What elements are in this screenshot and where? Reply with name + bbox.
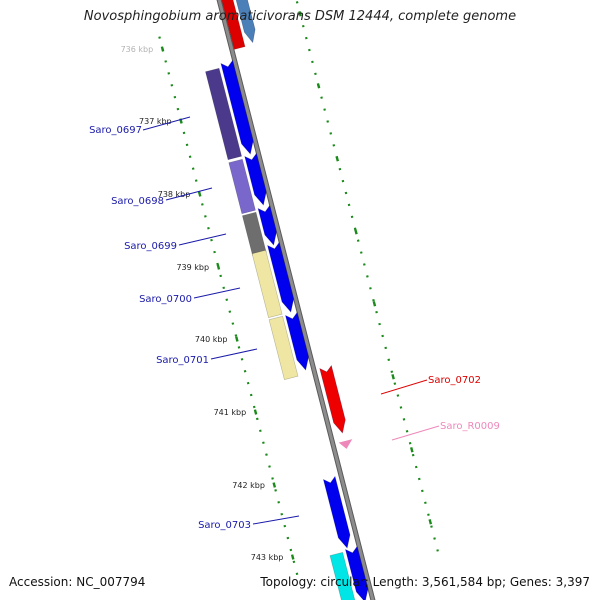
map-title: Novosphingobium aromaticivorans DSM 1244… (83, 9, 517, 24)
gene-arrow-saro_0702 (319, 364, 346, 434)
gene-label-saro_0697: Saro_0697 (89, 125, 142, 136)
label-leader-line (210, 348, 258, 360)
scale-major-tick-right (428, 519, 433, 525)
gene-arrow-saro_0701 (285, 311, 309, 371)
scale-major-tick-right (410, 447, 414, 453)
scale-major-tick-right (354, 229, 358, 235)
right-scale-dots (295, 1, 439, 552)
gene-arrow-saro_0700 (267, 241, 294, 313)
scale-major-tick-left (290, 554, 295, 560)
accession-text: Accession: NC_007794 (9, 575, 146, 589)
scale-major-tick-left (197, 191, 202, 197)
gene-arrow-saro_0697 (220, 59, 254, 155)
scale-major-tick-right (335, 156, 340, 162)
gene-label-saro_0698: Saro_0698 (111, 196, 164, 207)
scale-major-tick-left (216, 264, 221, 270)
gene-label-saro_0703: Saro_0703 (198, 520, 251, 531)
gene-arrow-saro_0703 (322, 475, 351, 549)
label-leader-line (380, 379, 428, 395)
scale-tick-label: 742 kbp (232, 481, 265, 490)
partial-gene-arrow-bottom (345, 545, 369, 600)
gene-label-saro_0701: Saro_0701 (156, 355, 209, 366)
label-leader-line (391, 425, 440, 441)
gene-label-saro_0699: Saro_0699 (124, 241, 177, 252)
genome-summary-text: Topology: circular; Length: 3,561,584 bp… (260, 575, 590, 589)
gene-label-saro_r0009: Saro_R0009 (440, 421, 500, 432)
scale-tick-label: 736 kbp (121, 45, 154, 54)
scale-major-tick-left (160, 46, 165, 52)
label-leader-line (193, 287, 241, 299)
scale-major-tick-right (391, 374, 395, 380)
scale-tick-label: 738 kbp (158, 190, 191, 199)
label-leader-line (178, 233, 227, 246)
scale-tick-label: 739 kbp (176, 263, 209, 272)
gene-label-saro_0702: Saro_0702 (428, 375, 481, 386)
gene-arrow-saro_0699 (257, 204, 277, 246)
scale-major-tick-right (298, 11, 302, 17)
scale-major-tick-left (272, 482, 277, 488)
partial-gene-arrow (235, 0, 256, 44)
genome-backbone-highlight (217, 0, 375, 600)
scale-major-tick-left (235, 336, 239, 342)
gene-bar-saro_0697 (205, 67, 242, 161)
partial-gene-bar-cyan (329, 551, 356, 600)
gene-bar-saro_0699 (242, 211, 267, 257)
scale-tick-label: 741 kbp (214, 408, 247, 417)
scale-major-tick-right (372, 301, 377, 307)
partial-gene-bar (221, 0, 246, 50)
gene-label-saro_0700: Saro_0700 (139, 294, 192, 305)
scale-major-tick-left (253, 409, 258, 415)
gene-bar-saro_0700 (251, 249, 283, 319)
label-leader-line (252, 515, 300, 525)
gene-arrow-saro_0698 (244, 152, 267, 206)
scale-tick-label: 743 kbp (251, 553, 284, 562)
scale-tick-label: 740 kbp (195, 335, 228, 344)
scale-tick-label: 737 kbp (139, 117, 172, 126)
gene-arrow-saro_r0009 (338, 439, 353, 449)
gene-bar-saro_0701 (268, 315, 299, 381)
gene-bar-saro_0698 (228, 158, 256, 215)
scale-major-tick-right (316, 83, 321, 89)
label-leader-line (165, 187, 213, 201)
label-leader-line (142, 116, 191, 131)
